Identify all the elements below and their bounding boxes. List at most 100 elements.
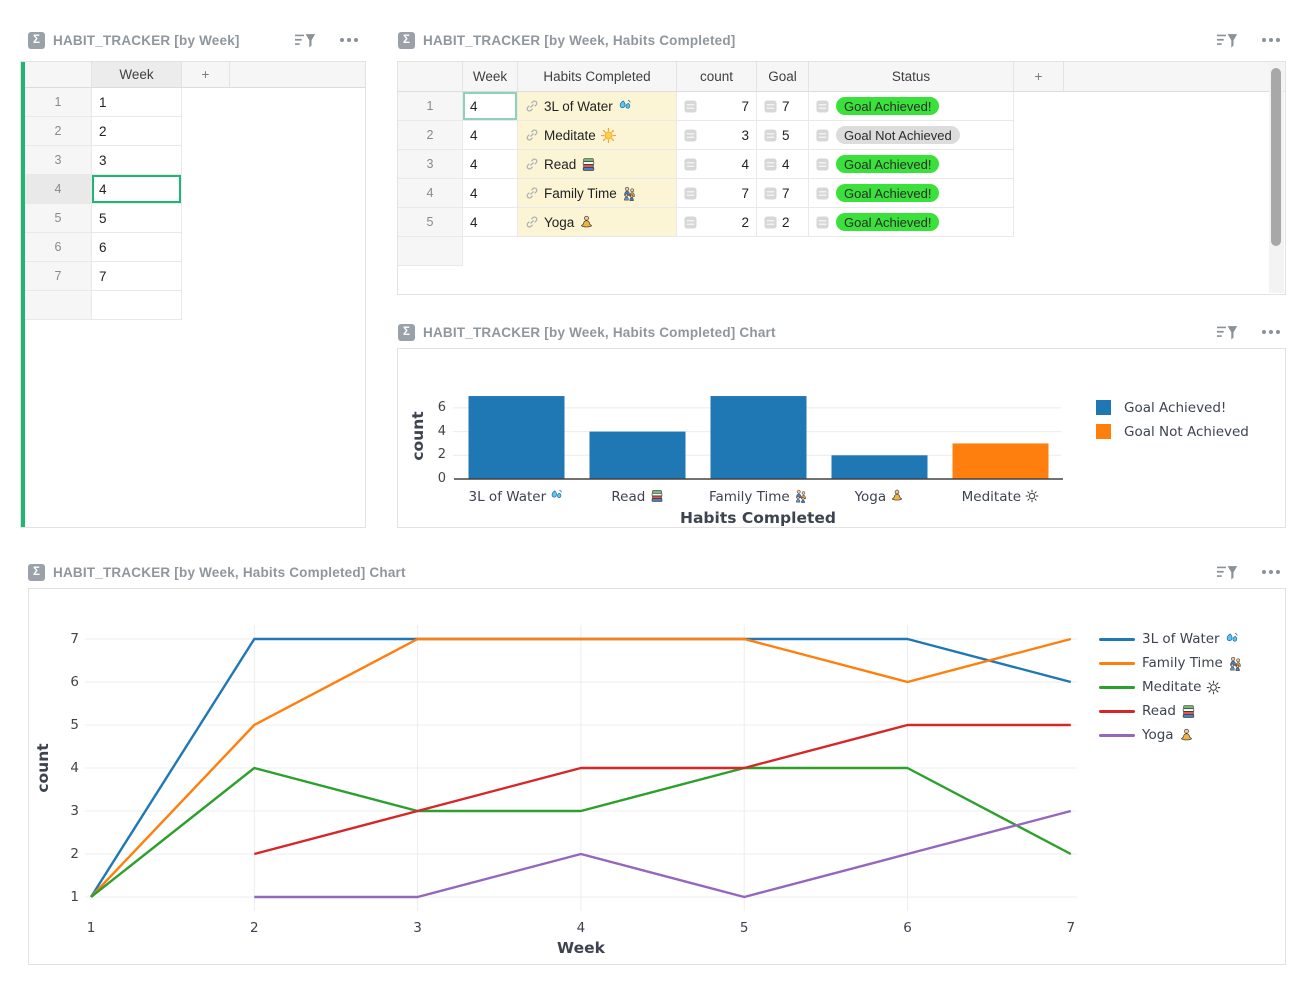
vertical-scrollbar[interactable] bbox=[1269, 63, 1284, 293]
x-tick-label: Meditate bbox=[926, 488, 1076, 506]
row-number-header[interactable] bbox=[25, 62, 92, 88]
habit-cell[interactable]: 3L of Water bbox=[518, 92, 677, 121]
legend-line-swatch bbox=[1099, 686, 1135, 689]
row-number-cell[interactable]: 3 bbox=[25, 146, 92, 175]
y-tick-label: 4 bbox=[437, 423, 446, 439]
goal-cell[interactable]: 2 bbox=[757, 208, 809, 237]
habit-cell[interactable]: Meditate bbox=[518, 121, 677, 150]
goal-cell[interactable]: 4 bbox=[757, 150, 809, 179]
row-number-cell[interactable]: 7 bbox=[25, 262, 92, 291]
row-number-cell[interactable]: 5 bbox=[398, 208, 463, 237]
habit-name: Meditate bbox=[544, 127, 596, 143]
status-badge: Goal Achieved! bbox=[836, 97, 940, 115]
goal-cell[interactable]: 5 bbox=[757, 121, 809, 150]
bar-chart-title-bar: Σ HABIT_TRACKER [by Week, Habits Complet… bbox=[398, 322, 776, 342]
y-axis-title: count bbox=[34, 743, 52, 793]
legend-entry[interactable]: Goal Achieved! bbox=[1124, 400, 1227, 416]
row-number-cell[interactable]: 1 bbox=[25, 88, 92, 117]
family-icon bbox=[1228, 656, 1243, 671]
by-week-habits-table-body: 1 4 3L of Water 7 7 Goal Achieved! 2 4 Meditate 3… bbox=[398, 92, 1285, 266]
row-number-header[interactable] bbox=[398, 62, 463, 92]
row-number-cell[interactable]: 5 bbox=[25, 204, 92, 233]
week-cell[interactable]: 4 bbox=[463, 208, 518, 237]
ellipsis-menu-icon[interactable] bbox=[1262, 570, 1280, 574]
week-cell[interactable]: 1 bbox=[92, 88, 182, 117]
row-number-cell[interactable]: 2 bbox=[398, 121, 463, 150]
legend-entry[interactable]: Yoga bbox=[1142, 726, 1194, 744]
formula-icon bbox=[816, 157, 829, 171]
filter-sort-icon[interactable] bbox=[1216, 32, 1238, 49]
status-cell[interactable]: Goal Achieved! bbox=[809, 179, 1014, 208]
legend-swatch bbox=[1096, 424, 1111, 439]
row-number-cell[interactable]: 4 bbox=[25, 175, 92, 204]
filter-sort-icon[interactable] bbox=[294, 32, 316, 49]
column-header-status[interactable]: Status bbox=[809, 62, 1014, 92]
habit-cell[interactable]: Yoga bbox=[518, 208, 677, 237]
row-number-cell[interactable]: 4 bbox=[398, 179, 463, 208]
row-number-cell[interactable] bbox=[398, 237, 463, 266]
add-column-button[interactable]: + bbox=[182, 62, 230, 88]
x-tick-label: 3 bbox=[413, 920, 422, 936]
header-filler bbox=[230, 62, 365, 88]
habit-cell[interactable]: Read bbox=[518, 150, 677, 179]
week-cell[interactable]: 3 bbox=[92, 146, 182, 175]
legend-entry[interactable]: Read bbox=[1142, 702, 1196, 720]
status-cell[interactable]: Goal Not Achieved bbox=[809, 121, 1014, 150]
column-header-week[interactable]: Week bbox=[463, 62, 518, 92]
ellipsis-menu-icon[interactable] bbox=[1262, 38, 1280, 42]
count-cell[interactable]: 7 bbox=[677, 92, 757, 121]
y-tick-label: 7 bbox=[70, 631, 79, 647]
row-number-cell[interactable]: 3 bbox=[398, 150, 463, 179]
row-number-cell[interactable]: 2 bbox=[25, 117, 92, 146]
week-cell[interactable]: 5 bbox=[92, 204, 182, 233]
count-cell[interactable]: 4 bbox=[677, 150, 757, 179]
row-number-cell[interactable]: 6 bbox=[25, 233, 92, 262]
line-chart-canvas bbox=[85, 625, 1077, 911]
week-cell[interactable]: 4 bbox=[463, 150, 518, 179]
legend-entry[interactable]: Goal Not Achieved bbox=[1124, 424, 1249, 440]
ellipsis-menu-icon[interactable] bbox=[340, 38, 358, 42]
count-cell[interactable]: 7 bbox=[677, 179, 757, 208]
legend-entry[interactable]: 3L of Water bbox=[1142, 630, 1240, 648]
week-cell[interactable]: 7 bbox=[92, 262, 182, 291]
status-cell[interactable]: Goal Achieved! bbox=[809, 208, 1014, 237]
link-icon bbox=[525, 186, 539, 200]
yoga-icon bbox=[1179, 728, 1194, 743]
goal-cell[interactable]: 7 bbox=[757, 179, 809, 208]
filter-sort-icon[interactable] bbox=[1216, 324, 1238, 341]
column-header-count[interactable]: count bbox=[677, 62, 757, 92]
status-cell[interactable]: Goal Achieved! bbox=[809, 150, 1014, 179]
week-cell[interactable]: 2 bbox=[92, 117, 182, 146]
legend-entry[interactable]: Family Time bbox=[1142, 654, 1243, 672]
add-column-button[interactable]: + bbox=[1014, 62, 1064, 92]
week-cell[interactable] bbox=[92, 291, 182, 320]
week-cell[interactable]: 6 bbox=[92, 233, 182, 262]
week-cell[interactable]: 4 bbox=[92, 175, 182, 204]
filter-sort-icon[interactable] bbox=[1216, 564, 1238, 581]
column-header-week[interactable]: Week bbox=[92, 62, 182, 88]
week-cell[interactable]: 4 bbox=[463, 121, 518, 150]
scrollbar-thumb[interactable] bbox=[1271, 68, 1281, 246]
week-cell[interactable]: 4 bbox=[463, 179, 518, 208]
goal-cell[interactable]: 7 bbox=[757, 92, 809, 121]
goal-value: 4 bbox=[782, 156, 790, 172]
status-badge: Goal Not Achieved bbox=[836, 126, 960, 144]
column-header-goal[interactable]: Goal bbox=[757, 62, 809, 92]
week-cell[interactable]: 4 bbox=[463, 92, 518, 121]
status-cell[interactable]: Goal Achieved! bbox=[809, 92, 1014, 121]
row-number-cell[interactable]: 1 bbox=[398, 92, 463, 121]
column-header-habits-completed[interactable]: Habits Completed bbox=[518, 62, 677, 92]
table-row: 3 4 Read 4 4 Goal Achieved! bbox=[398, 150, 1285, 179]
formula-icon bbox=[764, 215, 777, 229]
habit-cell[interactable]: Family Time bbox=[518, 179, 677, 208]
count-cell[interactable]: 3 bbox=[677, 121, 757, 150]
formula-icon bbox=[684, 215, 697, 229]
row-number-cell[interactable] bbox=[25, 291, 92, 320]
count-cell[interactable]: 2 bbox=[677, 208, 757, 237]
legend-entry[interactable]: Meditate bbox=[1142, 678, 1221, 696]
y-tick-label: 2 bbox=[70, 846, 79, 862]
ellipsis-menu-icon[interactable] bbox=[1262, 330, 1280, 334]
